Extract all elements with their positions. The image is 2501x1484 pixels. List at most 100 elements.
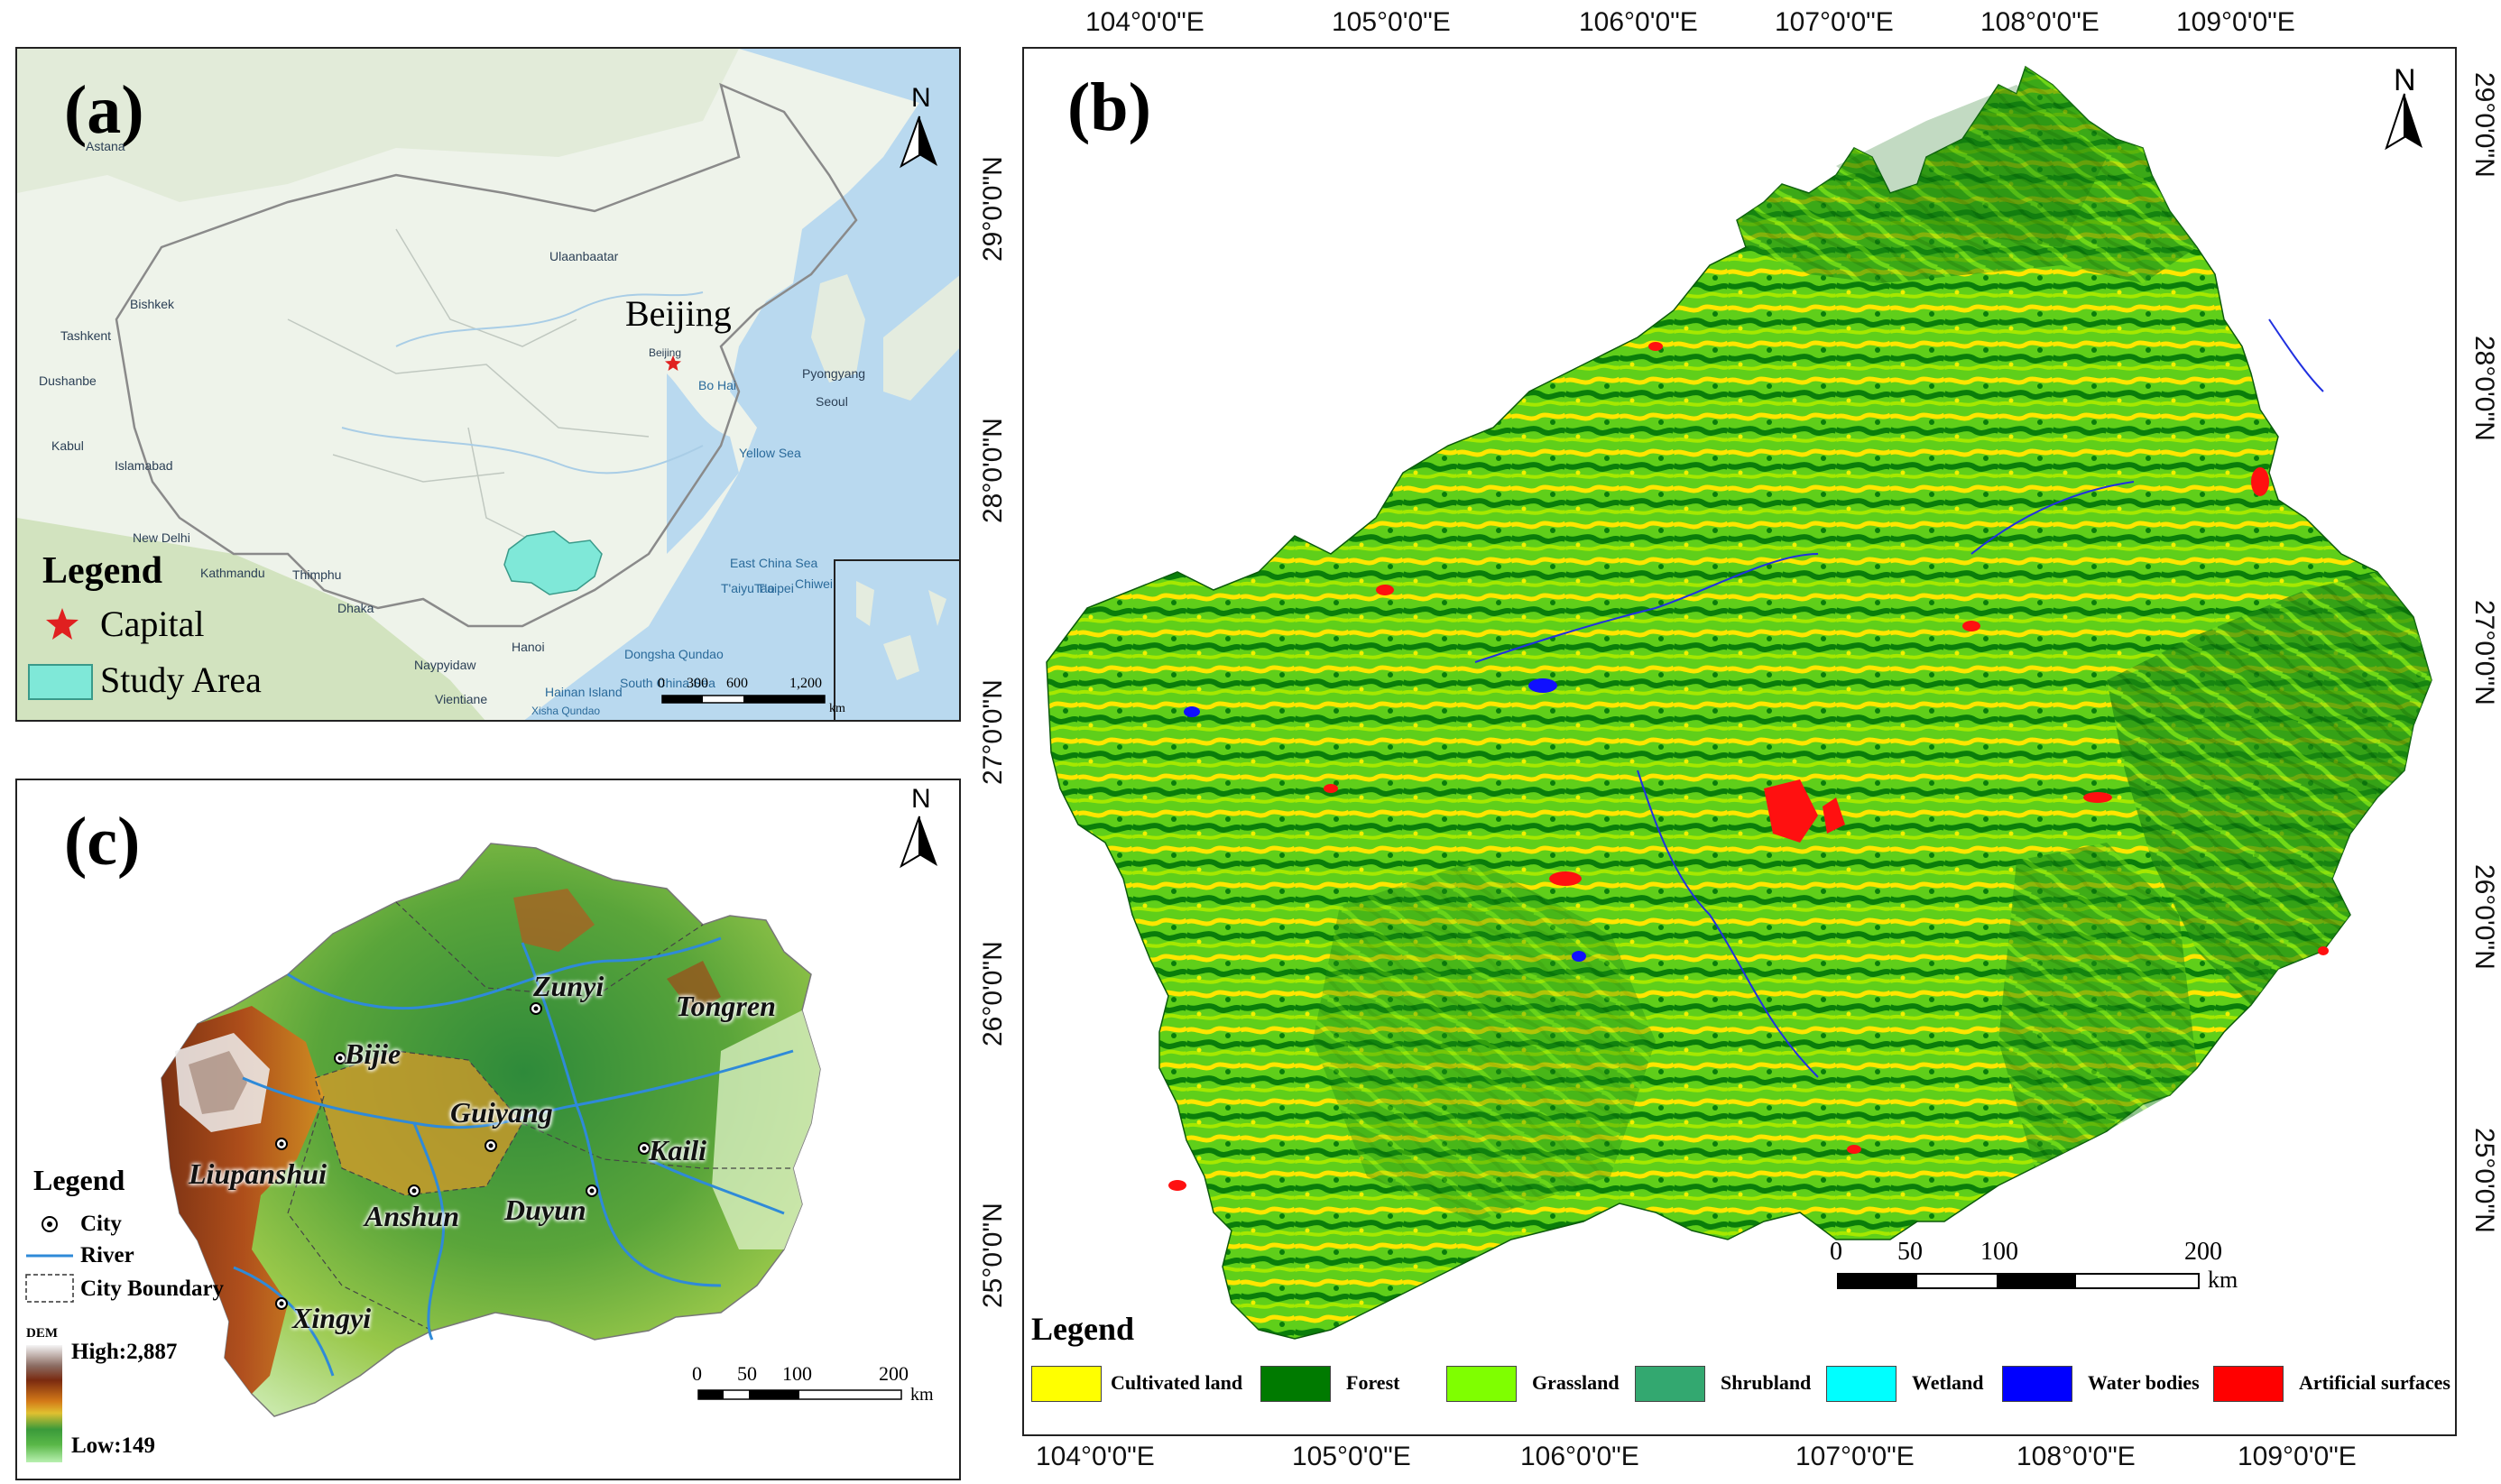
sea-label: Hainan Island <box>545 685 623 699</box>
legend-river-label: River <box>80 1243 134 1267</box>
place-label: Pyongyang <box>802 366 866 381</box>
top-lon-tick: 104°0'0"E <box>1085 7 1204 37</box>
city-label-bijie: Bijie <box>345 1037 401 1070</box>
place-label: Thimphu <box>292 567 342 582</box>
right-lat-tick: 26°0'0"N <box>2469 864 2499 970</box>
sea-label: East China Sea <box>730 556 818 570</box>
legend-label-grassland: Grassland <box>1532 1371 1620 1394</box>
right-lat-tick: 28°0'0"N <box>2469 336 2499 441</box>
legend-label-artificial: Artificial surfaces <box>2299 1371 2450 1394</box>
scale-tick-a: 1,200 <box>789 676 822 691</box>
panel-c-label: (c) <box>64 804 141 880</box>
legend-swatch-cultivated <box>1031 1366 1102 1402</box>
left-lat-tick: 28°0'0"N <box>978 418 1008 523</box>
top-lon-tick: 106°0'0"E <box>1579 7 1698 37</box>
scale-tick-c: 0 <box>692 1362 702 1385</box>
place-label: Hanoi <box>512 640 545 654</box>
beijing-label: Beijing <box>625 293 732 334</box>
legend-capital-label: Capital <box>100 604 205 644</box>
sea-label: T'aiyuTao <box>721 581 775 595</box>
scale-tick-c: 200 <box>879 1362 909 1385</box>
left-lat-tick: 27°0'0"N <box>978 679 1008 785</box>
city-label-liupanshui: Liupanshui <box>189 1157 327 1190</box>
bottom-lon-tick: 104°0'0"E <box>1036 1442 1155 1471</box>
place-label: Astana <box>86 139 125 153</box>
north-label-c: N <box>911 784 931 814</box>
legend-label-cultivated: Cultivated land <box>1111 1371 1243 1394</box>
scale-tick-a: 600 <box>726 676 748 691</box>
panel-b-label: (b) <box>1067 69 1151 145</box>
scale-tick-c: 50 <box>737 1362 757 1385</box>
city-label-xingyi: Xingyi <box>292 1302 372 1334</box>
left-lat-tick: 25°0'0"N <box>978 1203 1008 1308</box>
city-label-kaili: Kaili <box>649 1134 707 1166</box>
city-label-guiyang: Guiyang <box>450 1096 553 1129</box>
legend-swatch-wetland <box>1826 1366 1897 1402</box>
dem-map <box>25 816 937 1417</box>
place-label: Kabul <box>51 438 84 453</box>
bottom-lon-tick: 109°0'0"E <box>2238 1442 2357 1471</box>
place-label: Islamabad <box>115 458 173 473</box>
legend-title-a: Legend <box>42 550 163 592</box>
legend-dem-low: Low:149 <box>71 1433 156 1458</box>
city-label-anshun: Anshun <box>365 1200 459 1232</box>
landcover-map <box>1046 65 2432 1340</box>
top-lon-tick: 108°0'0"E <box>1980 7 2100 37</box>
legend-swatch-forest <box>1260 1366 1331 1402</box>
place-label: Bishkek <box>130 297 175 311</box>
place-label: New Delhi <box>133 530 190 545</box>
legend-title-c: Legend <box>33 1164 125 1196</box>
sea-label: South China Sea <box>620 676 715 690</box>
scale-tick-b: 100 <box>1980 1238 2018 1266</box>
legend-title-b: Legend <box>1031 1311 1135 1347</box>
scale-tick-b: 50 <box>1897 1238 1923 1266</box>
city-label-tongren: Tongren <box>676 990 776 1022</box>
scale-tick-b: 0 <box>1830 1238 1842 1266</box>
left-lat-tick: 29°0'0"N <box>978 156 1008 262</box>
sea-label: Xisha Qundao <box>531 705 601 717</box>
legend-label-wetland: Wetland <box>1912 1371 1984 1394</box>
legend-swatch-grassland <box>1446 1366 1517 1402</box>
sea-label: Dongsha Qundao <box>624 647 724 661</box>
study-area-swatch <box>28 664 93 700</box>
bottom-lon-tick: 106°0'0"E <box>1520 1442 1639 1471</box>
scale-tick-c: 100 <box>782 1362 812 1385</box>
place-label: Naypyidaw <box>414 658 476 672</box>
bottom-lon-tick: 105°0'0"E <box>1292 1442 1411 1471</box>
sea-label: T'aipei <box>757 581 794 595</box>
panel-a-label: (a) <box>64 72 144 148</box>
right-lat-tick: 27°0'0"N <box>2469 600 2499 705</box>
legend-label-shrubland: Shrubland <box>1721 1371 1812 1394</box>
place-label: Tashkent <box>60 328 112 343</box>
place-label: Beijing <box>649 346 682 359</box>
capital-star-icon <box>46 608 78 640</box>
bottom-lon-tick: 107°0'0"E <box>1795 1442 1915 1471</box>
legend-study-area-label: Study Area <box>100 659 262 700</box>
china-basemap <box>17 49 959 720</box>
top-lon-tick: 109°0'0"E <box>2176 7 2295 37</box>
scale-tick-a: 0 <box>658 676 665 691</box>
place-label: Seoul <box>816 394 848 409</box>
top-lon-tick: 105°0'0"E <box>1332 7 1451 37</box>
place-label: Dushanbe <box>39 373 97 388</box>
scale-unit-a: km <box>829 702 845 715</box>
scale-unit-c: km <box>910 1385 934 1405</box>
legend-swatch-water <box>2002 1366 2072 1402</box>
top-lon-tick: 107°0'0"E <box>1775 7 1894 37</box>
legend-dem-label: DEM <box>26 1326 58 1341</box>
north-label-b: N <box>2394 63 2416 97</box>
right-lat-tick: 25°0'0"N <box>2469 1128 2499 1233</box>
legend-swatch-shrubland <box>1635 1366 1705 1402</box>
legend-boundary-label: City Boundary <box>80 1277 225 1301</box>
legend-dem-high: High:2,887 <box>71 1340 178 1364</box>
sea-label: Yellow Sea <box>739 446 801 460</box>
dem-color-ramp <box>26 1345 62 1462</box>
place-label: Ulaanbaatar <box>549 249 619 263</box>
bottom-lon-tick: 108°0'0"E <box>2016 1442 2136 1471</box>
north-label-a: N <box>911 83 931 113</box>
legend-label-forest: Forest <box>1346 1371 1400 1394</box>
city-label-duyun: Duyun <box>504 1194 586 1226</box>
legend-city-label: City <box>80 1212 122 1236</box>
panel-c-dem-map: (c) N Zunyi Tongren Bijie Guiyang Liupan… <box>15 779 961 1480</box>
scale-tick-b: 200 <box>2184 1238 2222 1266</box>
